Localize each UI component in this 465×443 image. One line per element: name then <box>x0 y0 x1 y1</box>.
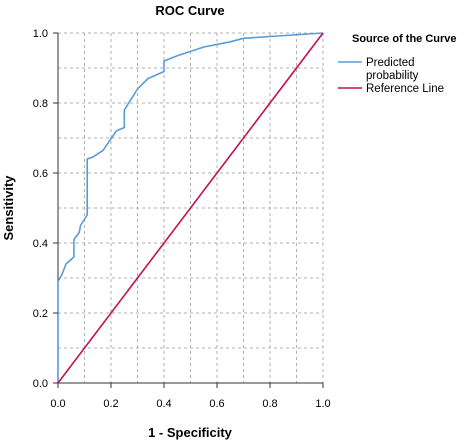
x-tick-label: 0.8 <box>262 398 277 410</box>
x-axis-label: 1 - Specificity <box>148 425 233 440</box>
x-tick-label: 0.6 <box>209 398 224 410</box>
x-tick-label: 1.0 <box>315 398 330 410</box>
y-tick-label: 0.0 <box>33 378 48 390</box>
y-tick-label: 1.0 <box>33 28 48 40</box>
chart-title: ROC Curve <box>155 3 224 18</box>
legend-label-reference: Reference Line <box>366 83 444 95</box>
y-tick-label: 0.8 <box>33 98 48 110</box>
x-tick-label: 0.0 <box>50 398 65 410</box>
reference-line <box>57 32 324 384</box>
y-tick-label: 0.6 <box>33 168 48 180</box>
ticks-layer: 0.0 0.2 0.4 0.6 0.8 1.0 0.0 0.2 0.4 0.6 0.8 1.0 <box>33 28 331 410</box>
legend: Source of the Curve Predicted probability… <box>338 33 457 95</box>
legend-label-predicted: Predicted probability <box>366 57 419 82</box>
legend-title: Source of the Curve <box>352 33 457 45</box>
legend-label-line: Predicted <box>366 57 415 69</box>
legend-label-line: probability <box>366 70 419 82</box>
roc-curve-line <box>57 32 324 383</box>
series-layer <box>57 32 324 384</box>
x-tick-label: 0.2 <box>103 398 118 410</box>
x-tick-label: 0.4 <box>156 398 171 410</box>
y-tick-label: 0.4 <box>33 238 48 250</box>
y-tick-label: 0.2 <box>33 308 48 320</box>
y-axis-label: Sensitivity <box>1 175 16 241</box>
legend-label-line: Reference Line <box>366 83 444 95</box>
